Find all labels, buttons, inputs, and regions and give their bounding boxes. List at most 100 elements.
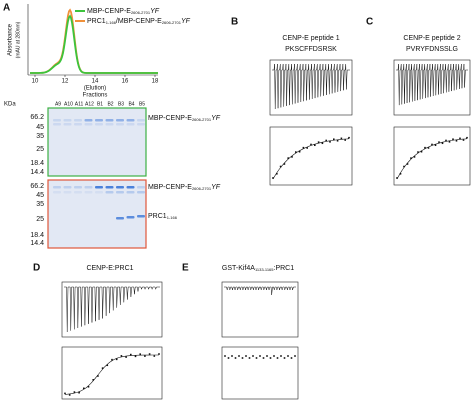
band bbox=[126, 216, 135, 219]
itc-point bbox=[120, 355, 123, 357]
y-unit: (mAU at 280nm) bbox=[15, 21, 21, 58]
itc-point bbox=[283, 357, 286, 359]
band bbox=[116, 119, 124, 122]
itc-point bbox=[413, 156, 416, 158]
plot-frame bbox=[269, 126, 353, 186]
band bbox=[74, 191, 82, 194]
fraction-label: B1 bbox=[97, 101, 103, 107]
itc-point bbox=[245, 355, 247, 357]
band bbox=[84, 191, 93, 194]
itc-point bbox=[73, 391, 76, 393]
itc-point bbox=[325, 139, 327, 142]
title: CENP-E:PRC1 bbox=[86, 265, 133, 272]
itc-point bbox=[144, 355, 146, 357]
band bbox=[74, 119, 82, 122]
band bbox=[84, 119, 93, 122]
plot-frame bbox=[393, 126, 471, 186]
band bbox=[126, 186, 135, 189]
itc-point bbox=[115, 358, 118, 361]
itc-point bbox=[321, 142, 324, 145]
itc-point bbox=[340, 137, 343, 140]
plot-frame bbox=[393, 59, 471, 116]
ladder-label: 18.4 bbox=[30, 232, 44, 239]
itc-point bbox=[276, 172, 278, 175]
plot-frame bbox=[269, 59, 353, 116]
itc-point bbox=[238, 355, 240, 357]
itc-point bbox=[262, 357, 265, 359]
fraction-label: A9 bbox=[55, 101, 61, 107]
itc-point bbox=[455, 139, 458, 142]
itc-point bbox=[336, 139, 339, 142]
itc-plots bbox=[61, 59, 471, 400]
band bbox=[105, 123, 114, 126]
panel-label: A bbox=[3, 3, 10, 14]
itc-point bbox=[448, 141, 451, 143]
itc-point bbox=[317, 141, 320, 143]
band bbox=[137, 215, 145, 218]
itc-point bbox=[83, 387, 85, 390]
plot-frame bbox=[221, 346, 299, 400]
itc-point bbox=[279, 165, 282, 168]
band-label: MBP-CENP-E2606-2701YF bbox=[148, 184, 221, 191]
itc-point bbox=[148, 353, 151, 355]
itc-point bbox=[452, 138, 454, 141]
ladder-label: 45 bbox=[36, 192, 44, 199]
itc-point bbox=[106, 364, 109, 367]
trace-green bbox=[30, 14, 158, 74]
itc-point bbox=[333, 138, 335, 141]
itc-point bbox=[445, 139, 447, 142]
itc-point bbox=[280, 355, 282, 357]
fraction-label: A10 bbox=[64, 101, 73, 107]
itc-point bbox=[294, 355, 296, 357]
plot-frame bbox=[221, 281, 299, 338]
title: PVRYFDNSSLG bbox=[406, 46, 458, 53]
itc-point bbox=[269, 357, 272, 359]
itc-point bbox=[153, 355, 156, 357]
band bbox=[84, 123, 93, 126]
panel-label: E bbox=[182, 263, 189, 274]
fraction-label: A12 bbox=[85, 101, 94, 107]
itc-point bbox=[344, 139, 346, 141]
tick-label: 12 bbox=[62, 79, 69, 85]
itc-point bbox=[111, 358, 113, 361]
band bbox=[126, 191, 135, 194]
itc-point bbox=[224, 355, 226, 357]
band bbox=[137, 186, 145, 189]
band bbox=[63, 123, 72, 126]
panel-label: C bbox=[366, 17, 373, 28]
itc-trace bbox=[224, 286, 296, 296]
ladder-label: 25 bbox=[36, 216, 44, 223]
itc-point bbox=[329, 141, 331, 143]
itc-point bbox=[158, 353, 160, 355]
ladder-label: 66.2 bbox=[30, 114, 44, 121]
itc-point bbox=[139, 353, 141, 355]
band bbox=[53, 191, 61, 194]
title: CENP-E peptide 2 bbox=[403, 35, 460, 42]
itc-point bbox=[97, 375, 99, 377]
band bbox=[63, 119, 72, 122]
ladder-label: 14.4 bbox=[30, 169, 44, 176]
fraction-label: B4 bbox=[128, 101, 134, 107]
panel-label: B bbox=[231, 17, 238, 28]
itc-point bbox=[92, 379, 94, 381]
band bbox=[116, 217, 124, 220]
itc-point bbox=[459, 137, 461, 140]
itc-fit bbox=[64, 354, 159, 395]
fraction-label: A11 bbox=[75, 101, 84, 107]
itc-point bbox=[403, 165, 405, 168]
itc-point bbox=[130, 353, 132, 356]
ladder-label: 14.4 bbox=[30, 240, 44, 247]
itc-point bbox=[291, 156, 293, 158]
band bbox=[63, 186, 72, 189]
fraction-label: B5 bbox=[139, 101, 145, 107]
band-label: PRC11-166 bbox=[148, 213, 178, 220]
ladder-label: 45 bbox=[36, 124, 44, 131]
band bbox=[105, 191, 114, 194]
itc-trace bbox=[272, 63, 350, 110]
band bbox=[126, 123, 135, 126]
band bbox=[63, 191, 72, 194]
itc-trace bbox=[396, 63, 468, 106]
itc-point bbox=[252, 355, 254, 357]
ladder-label: 25 bbox=[36, 146, 44, 153]
